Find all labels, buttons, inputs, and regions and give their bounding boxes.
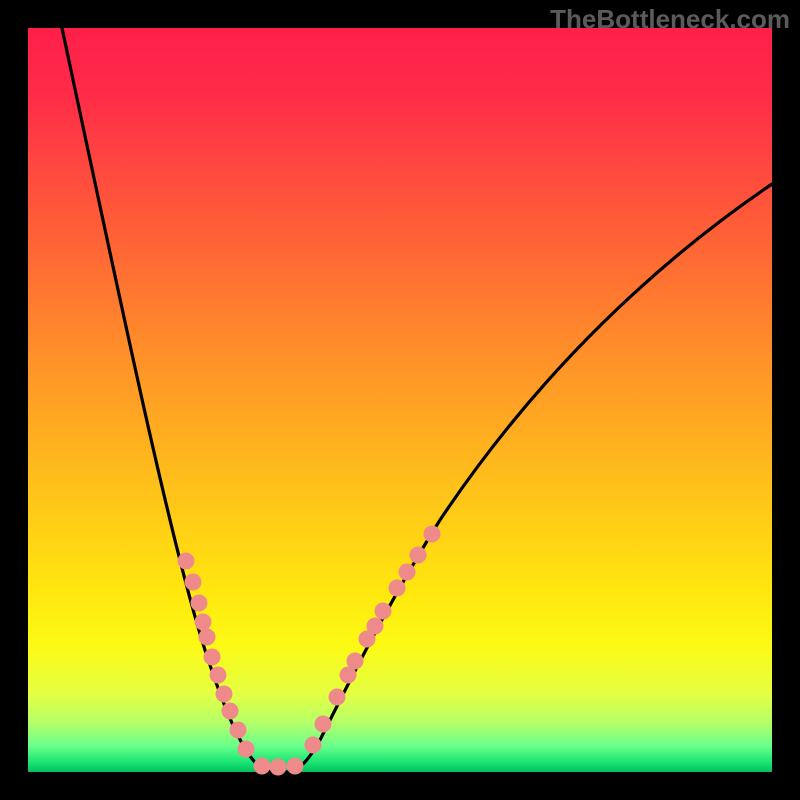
data-dot	[254, 758, 271, 775]
chart-svg	[0, 0, 800, 800]
watermark-text: TheBottleneck.com	[550, 4, 790, 35]
data-dot	[347, 653, 364, 670]
data-dot	[329, 689, 346, 706]
data-dot	[216, 686, 233, 703]
data-dot	[204, 649, 221, 666]
data-dot	[305, 737, 322, 754]
data-dot	[210, 667, 227, 684]
data-dot	[410, 547, 427, 564]
data-dot	[424, 526, 441, 543]
data-dot	[185, 574, 202, 591]
data-dot	[178, 553, 195, 570]
data-dot	[270, 759, 287, 776]
data-dot	[222, 703, 239, 720]
plot-area	[28, 28, 772, 772]
data-dot	[191, 595, 208, 612]
data-dot	[195, 614, 212, 631]
data-dot	[199, 629, 216, 646]
data-dot	[399, 564, 416, 581]
chart-container: { "watermark": { "text": "TheBottleneck.…	[0, 0, 800, 800]
data-dot	[230, 722, 247, 739]
data-dot	[287, 758, 304, 775]
data-dot	[315, 716, 332, 733]
data-dot	[389, 580, 406, 597]
data-dot	[367, 618, 384, 635]
data-dot	[375, 603, 392, 620]
data-dot	[238, 741, 255, 758]
